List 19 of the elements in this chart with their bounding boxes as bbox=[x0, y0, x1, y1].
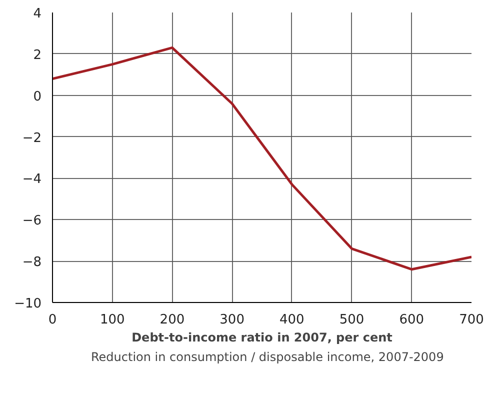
y-tick-label: −8 bbox=[22, 255, 42, 270]
y-tick-label: −10 bbox=[14, 296, 42, 312]
x-tick-label: 100 bbox=[100, 312, 125, 328]
x-axis-title: Debt-to-income ratio in 2007, per cent bbox=[132, 330, 393, 344]
x-tick-label: 700 bbox=[459, 312, 484, 328]
y-tick-label: 4 bbox=[33, 6, 42, 22]
x-tick-label: 200 bbox=[160, 312, 185, 328]
x-tick-label: 600 bbox=[399, 312, 424, 328]
y-tick-label: −6 bbox=[22, 214, 42, 229]
line-series bbox=[52, 46, 472, 271]
x-tick-label: 0 bbox=[48, 312, 57, 328]
y-tick-label: −4 bbox=[22, 172, 42, 188]
x-tick-label: 300 bbox=[220, 312, 244, 328]
x-tick-label: 500 bbox=[339, 312, 364, 328]
y-tick-label: 2 bbox=[33, 48, 42, 63]
text: Reduction in consumption / disposable income, 2007-2009 bbox=[91, 350, 444, 364]
x-tick-label: 400 bbox=[280, 312, 304, 328]
y-tick-label: −2 bbox=[22, 130, 42, 146]
y-tick-label: 0 bbox=[33, 89, 42, 104]
